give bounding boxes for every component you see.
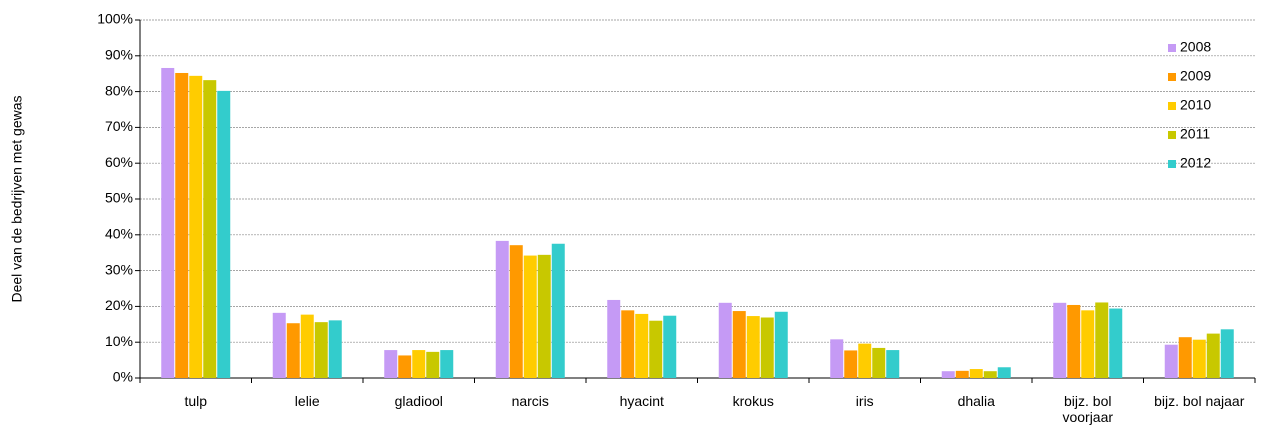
- legend-swatch: [1168, 73, 1176, 81]
- bar: [537, 254, 551, 378]
- bar: [314, 322, 328, 378]
- x-tick-label: tulp: [184, 393, 208, 409]
- bar: [941, 371, 955, 378]
- y-tick-label: 20%: [105, 297, 133, 313]
- bar: [663, 315, 677, 378]
- bar: [1067, 304, 1081, 378]
- bar: [272, 312, 286, 378]
- bar: [217, 90, 231, 378]
- y-axis-label: Deel van de bedrijven met gewas: [9, 95, 25, 302]
- bar: [1178, 337, 1192, 378]
- bar: [858, 343, 872, 378]
- bar: [844, 350, 858, 378]
- y-tick-label: 100%: [97, 11, 133, 27]
- bar: [384, 350, 398, 378]
- bar: [1192, 339, 1206, 378]
- bar: [412, 350, 426, 378]
- bar: [203, 80, 217, 379]
- bar: [955, 370, 969, 378]
- bar: [830, 339, 844, 378]
- bar: [969, 369, 983, 378]
- bar: [509, 245, 523, 378]
- x-tick-label: gladiool: [394, 393, 443, 409]
- legend-swatch: [1168, 102, 1176, 110]
- bar: [872, 347, 886, 378]
- x-tick-label: krokus: [732, 393, 774, 409]
- bar: [774, 311, 788, 378]
- y-tick-label: 80%: [105, 82, 133, 98]
- bar: [1109, 308, 1123, 378]
- y-tick-label: 50%: [105, 190, 133, 206]
- bar: [1081, 310, 1095, 378]
- legend-label: 2011: [1180, 126, 1210, 142]
- bar: [607, 299, 621, 378]
- bar: [746, 316, 760, 378]
- bar: [983, 371, 997, 378]
- bar: [286, 323, 300, 378]
- legend-swatch: [1168, 44, 1176, 52]
- legend-label: 2010: [1180, 97, 1211, 113]
- x-tick-label: dhalia: [957, 393, 995, 409]
- bar: [1095, 302, 1109, 378]
- bar: [1206, 333, 1220, 378]
- x-tick-label: lelie: [294, 393, 320, 409]
- legend-label: 2009: [1180, 68, 1211, 84]
- bar: [398, 355, 412, 378]
- legend-swatch: [1168, 160, 1176, 168]
- y-tick-label: 10%: [105, 333, 133, 349]
- x-tick-label: bijz. bol najaar: [1154, 393, 1245, 409]
- x-tick-label: iris: [855, 393, 874, 409]
- bar: [551, 243, 565, 378]
- y-tick-label: 60%: [105, 154, 133, 170]
- bar: [495, 240, 509, 378]
- x-tick-label: bijz. bol voorjaar: [1062, 393, 1114, 425]
- legend-label: 2012: [1180, 155, 1211, 171]
- bar: [1164, 344, 1178, 378]
- bar: [300, 314, 314, 378]
- bar: [997, 367, 1011, 378]
- y-tick-label: 0%: [113, 369, 133, 385]
- bar: [440, 350, 454, 378]
- bar: [426, 351, 440, 378]
- bar: [732, 311, 746, 378]
- legend-swatch: [1168, 131, 1176, 139]
- bar: [621, 310, 635, 378]
- bar: [635, 313, 649, 378]
- y-tick-label: 30%: [105, 261, 133, 277]
- y-tick-label: 40%: [105, 226, 133, 242]
- bar: [523, 255, 537, 378]
- legend-label: 2008: [1180, 39, 1211, 55]
- bar: [1220, 329, 1234, 378]
- bar: [760, 317, 774, 378]
- y-tick-label: 70%: [105, 118, 133, 134]
- bar: [189, 75, 203, 379]
- bar: [886, 350, 900, 378]
- bar: [161, 67, 175, 379]
- x-tick-label: narcis: [511, 393, 549, 409]
- y-tick-label: 90%: [105, 47, 133, 63]
- bar: [718, 302, 732, 378]
- bar: [175, 72, 189, 378]
- bar: [1053, 302, 1067, 378]
- x-tick-label: hyacint: [619, 393, 664, 409]
- bar: [328, 320, 342, 378]
- bar: [649, 320, 663, 378]
